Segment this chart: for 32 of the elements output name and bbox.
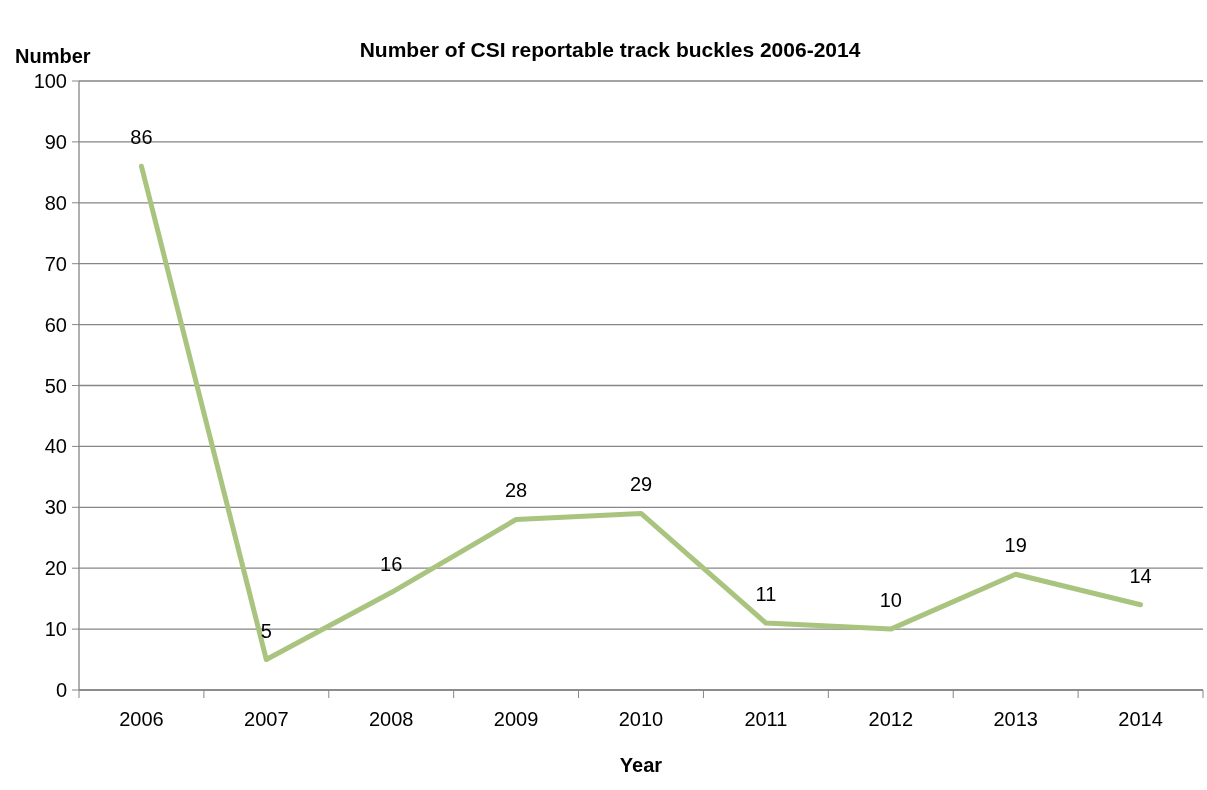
y-tick-label: 10 — [44, 618, 67, 641]
y-tick-label: 80 — [44, 191, 67, 214]
x-tick-label: 2013 — [993, 708, 1038, 730]
x-tick-label: 2006 — [119, 708, 164, 730]
y-tick-label: 40 — [44, 435, 67, 458]
x-tick-label: 2011 — [744, 708, 788, 730]
y-tick-label: 50 — [44, 374, 67, 397]
x-tick-label: 2014 — [1118, 708, 1163, 730]
y-tick-label: 90 — [44, 130, 67, 153]
data-label: 28 — [504, 479, 528, 502]
data-label: 11 — [755, 583, 777, 606]
x-tick-label: 2009 — [493, 708, 539, 730]
data-label: 16 — [380, 552, 403, 575]
data-label: 29 — [629, 473, 653, 496]
x-axis-title: Year — [619, 754, 663, 776]
chart-title: Number of CSI reportable track buckles 2006-2014 — [359, 38, 861, 61]
x-tick-label: 2008 — [368, 708, 414, 730]
y-tick-label: 30 — [44, 496, 67, 519]
x-tick-label: 2012 — [868, 708, 914, 730]
data-label: 14 — [1129, 564, 1152, 587]
data-label: 86 — [130, 126, 153, 149]
y-tick-label: 20 — [44, 557, 67, 580]
y-tick-label: 60 — [44, 313, 67, 336]
x-tick-label: 2007 — [244, 708, 289, 730]
data-label: 10 — [879, 589, 902, 612]
data-label: 5 — [260, 619, 272, 642]
y-axis-title: Number — [15, 45, 91, 67]
data-label: 19 — [1004, 534, 1027, 557]
y-tick-label: 70 — [44, 252, 67, 275]
y-tick-label: 0 — [55, 679, 67, 701]
y-tick-label: 100 — [33, 70, 67, 92]
x-tick-label: 2010 — [618, 708, 664, 730]
